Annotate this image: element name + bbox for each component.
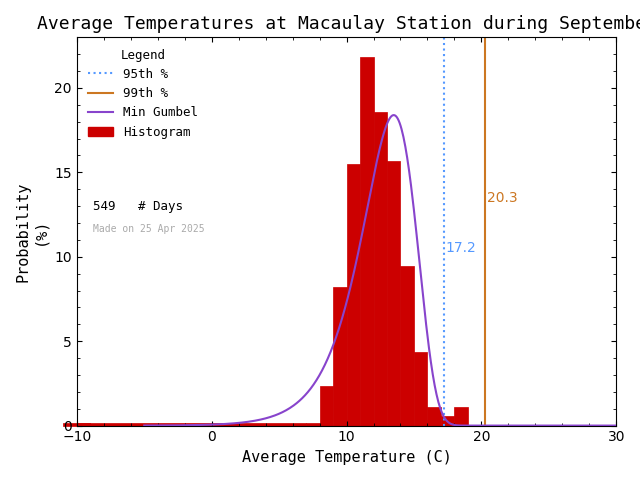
Bar — [401, 266, 414, 426]
Text: 20.3: 20.3 — [488, 191, 518, 204]
Bar — [77, 422, 90, 426]
Bar — [346, 164, 360, 426]
Bar — [428, 407, 441, 426]
Bar — [306, 422, 319, 426]
Text: Made on 25 Apr 2025: Made on 25 Apr 2025 — [93, 224, 205, 234]
Bar — [414, 352, 428, 426]
X-axis label: Average Temperature (C): Average Temperature (C) — [242, 450, 451, 465]
Legend: 95th %, 99th %, Min Gumbel, Histogram: 95th %, 99th %, Min Gumbel, Histogram — [83, 44, 203, 144]
Bar — [333, 287, 346, 426]
Bar — [441, 416, 454, 426]
Bar — [319, 385, 333, 426]
Bar — [374, 112, 387, 426]
Bar — [77, 422, 90, 426]
Bar — [454, 407, 468, 426]
Bar — [90, 422, 306, 426]
Text: 549   # Days: 549 # Days — [93, 200, 183, 214]
Y-axis label: Probability
(%): Probability (%) — [15, 181, 47, 282]
Bar — [387, 161, 401, 426]
Text: 17.2: 17.2 — [445, 241, 476, 255]
Bar — [63, 422, 77, 426]
Bar — [360, 57, 374, 426]
Title: Average Temperatures at Macaulay Station during September: Average Temperatures at Macaulay Station… — [36, 15, 640, 33]
